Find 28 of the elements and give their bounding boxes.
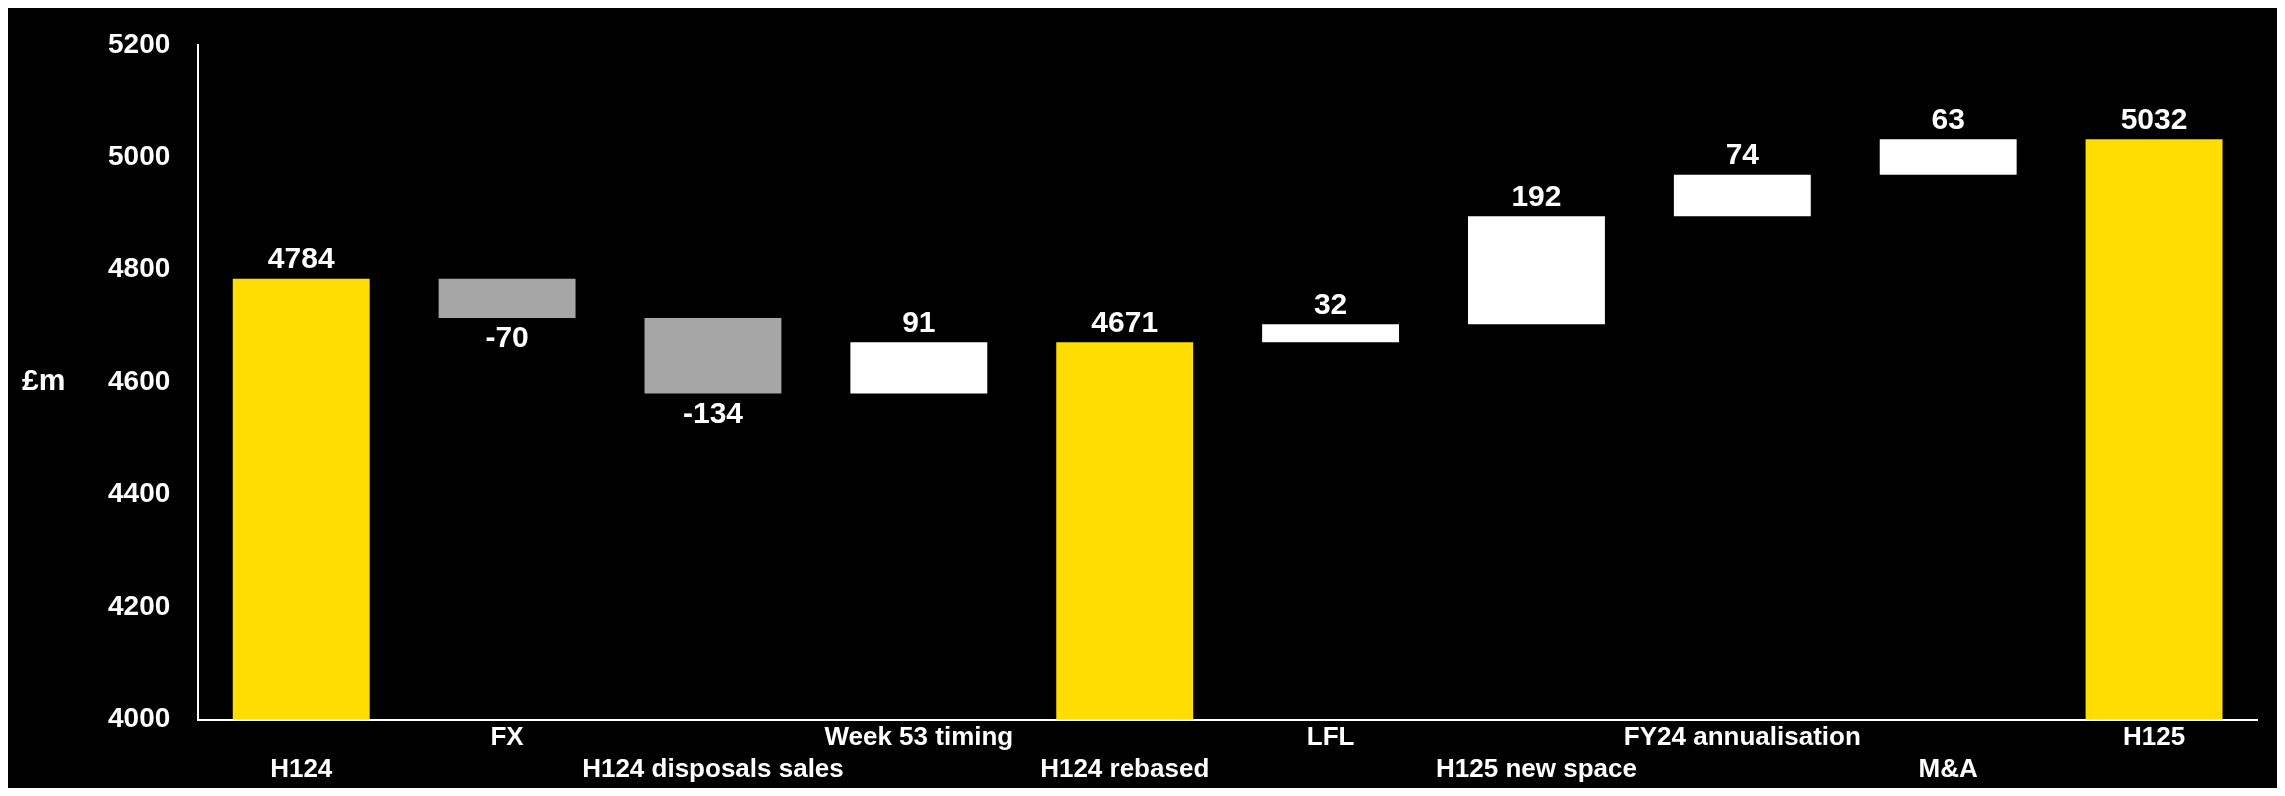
y-tick-label: 4400 — [107, 477, 171, 509]
y-tick-label: 5200 — [107, 27, 171, 59]
data-label: -70 — [485, 320, 529, 354]
x-tick-label: FX — [490, 721, 525, 752]
data-label: 5032 — [2120, 101, 2188, 135]
y-tick-label: 5000 — [107, 139, 171, 171]
y-axis-title: £m — [22, 363, 66, 397]
x-tick-label: H125 — [2122, 721, 2186, 752]
y-tick-label: 4600 — [107, 364, 171, 396]
x-tick-label: H124 rebased — [1040, 752, 1210, 783]
data-label: 63 — [1931, 101, 1965, 135]
data-label: 91 — [902, 304, 936, 338]
x-tick-label: LFL — [1306, 721, 1355, 752]
data-label: 32 — [1313, 286, 1348, 320]
x-tick-label: H125 new space — [1436, 752, 1637, 783]
data-label: -134 — [682, 395, 744, 429]
y-tick-label: 4200 — [107, 589, 171, 621]
x-tick-label: H124 disposals sales — [582, 752, 844, 783]
data-label: 4784 — [267, 241, 335, 274]
data-label: 74 — [1725, 136, 1760, 170]
y-tick-label: 4000 — [107, 702, 171, 734]
y-tick-label: 4800 — [107, 252, 171, 284]
x-tick-label: Week 53 timing — [824, 721, 1014, 752]
data-label: 192 — [1511, 178, 1562, 212]
x-tick-label: H124 — [270, 752, 333, 783]
x-tick-label: M&A — [1918, 752, 1979, 783]
x-tick-label: FY24 annualisation — [1623, 721, 1861, 752]
data-label: 4671 — [1091, 304, 1159, 338]
